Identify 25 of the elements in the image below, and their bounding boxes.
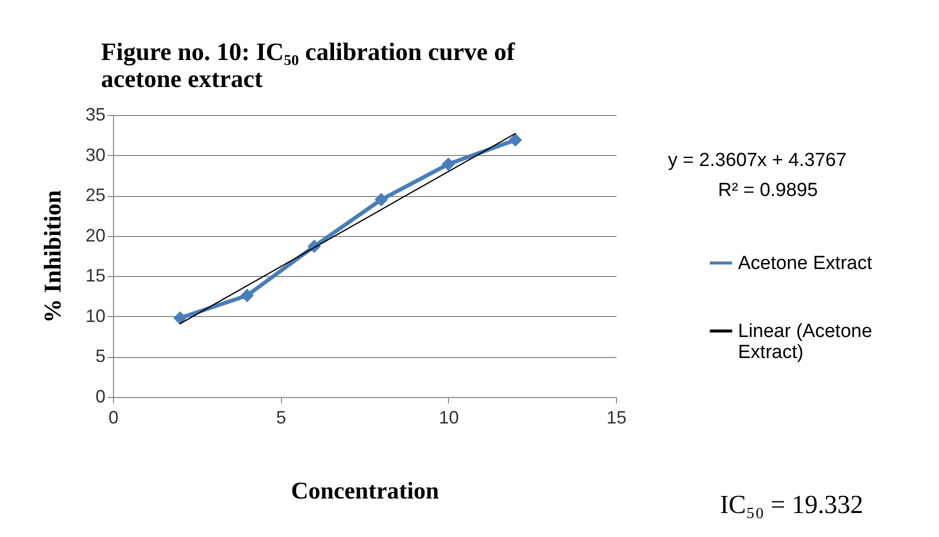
y-tick-label: 20 [85, 225, 106, 246]
y-tick-label: 25 [85, 185, 106, 206]
y-tick-label: 0 [95, 386, 106, 406]
legend-label: Acetone Extract [738, 253, 873, 274]
point [508, 133, 522, 147]
x-tick-label: 5 [276, 408, 286, 428]
x-tick-label: 0 [108, 408, 119, 428]
text: R² = 0.9895 [718, 180, 818, 202]
point [240, 288, 254, 302]
point [442, 157, 456, 171]
x-tick-label: 10 [438, 408, 459, 428]
y-tick-label: 5 [95, 346, 106, 366]
text: y = 2.3607x + 4.3767 [668, 150, 847, 172]
text: IC₅₀ = 19.332 [720, 490, 864, 520]
x-axis-title: Concentration [291, 478, 439, 504]
x-tick-label: 15 [606, 408, 627, 428]
y-tick-label: 35 [85, 104, 106, 124]
y-tick-label: 10 [85, 306, 106, 326]
point [173, 311, 187, 325]
point [374, 192, 388, 206]
y-tick-label: 15 [85, 266, 106, 286]
y-tick-label: 30 [85, 144, 106, 165]
legend-label: Linear (Acetone Extract) [738, 321, 872, 363]
chart-title: Figure no. 10: IC₅₀ calibration curve of acetone extract [100, 39, 516, 93]
y-axis-title: % Inhibition [40, 190, 66, 323]
